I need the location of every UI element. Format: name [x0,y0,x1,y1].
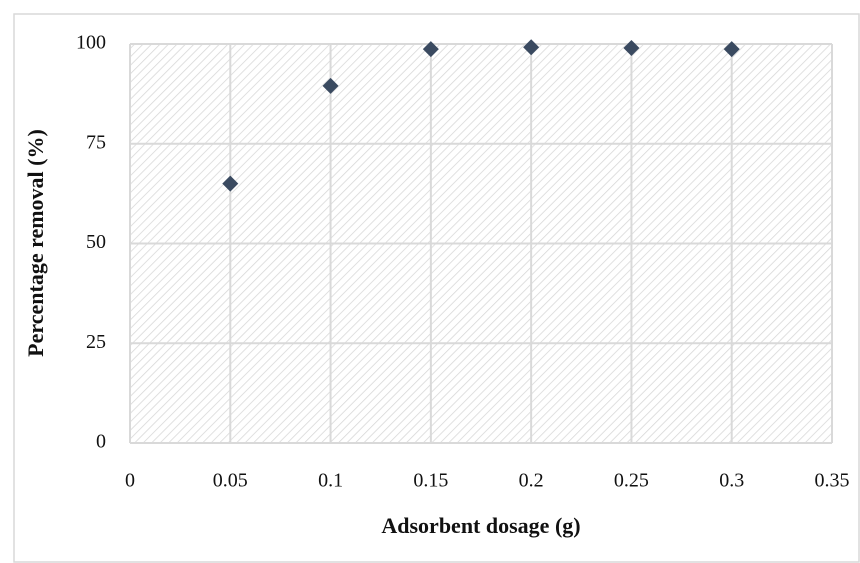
x-tick-label: 0.1 [318,470,343,492]
point [322,77,339,94]
x-tick-label: 0.25 [614,470,649,492]
x-tick-label: 0.2 [519,470,544,492]
y-tick-label: 75 [86,131,106,153]
y-tick-label: 50 [86,231,106,253]
point [723,41,740,58]
y-axis-title: Percentage removal (%) [23,129,48,357]
x-tick-label: 0.15 [413,470,448,492]
chart-frame [13,13,860,563]
point [523,39,540,56]
x-tick-label: 0.3 [719,470,744,492]
point [422,41,439,58]
y-tick-label: 25 [86,331,106,353]
x-tick-label: 0.05 [213,470,248,492]
point [623,39,640,56]
y-tick-label: 100 [76,32,106,54]
y-tick-label: 0 [96,431,106,453]
x-tick-label: 0 [125,470,135,492]
x-axis-title: Adsorbent dosage (g) [381,513,580,538]
point [222,175,239,192]
x-tick-label: 0.35 [815,470,850,492]
